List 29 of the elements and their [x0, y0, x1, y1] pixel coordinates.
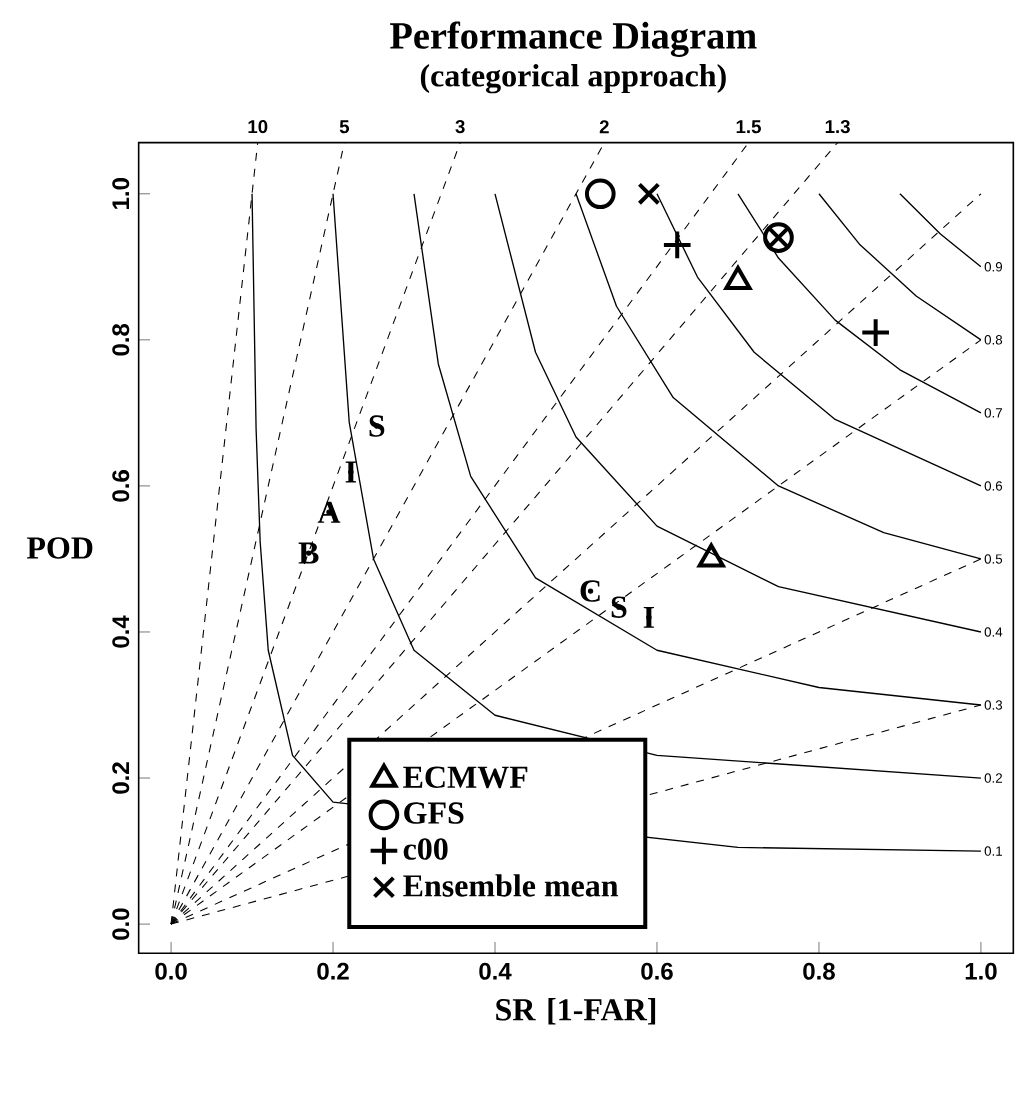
- x-tick-label: 0.8: [803, 962, 835, 980]
- data-label: C: [580, 580, 600, 602]
- chart-title: Performance Diagram: [390, 21, 757, 57]
- x-tick-label: 1.0: [965, 962, 997, 980]
- x-tick-label: 0.4: [479, 962, 512, 980]
- chart-subtitle: (categorical approach): [420, 64, 726, 94]
- legend-label: GFS: [404, 802, 464, 824]
- y-tick-label: 1.0: [112, 178, 130, 209]
- series-label: 10: [248, 120, 268, 134]
- series-label: 3: [455, 120, 465, 134]
- x-tick-label: 0.6: [641, 962, 673, 980]
- x-tick-label: 0.2: [317, 962, 349, 980]
- y-tick-label: 0.8: [112, 323, 130, 356]
- series-label: 1.3: [825, 120, 850, 134]
- legend-label: c00: [403, 838, 448, 860]
- y-tick-label: 0.0: [112, 908, 130, 940]
- series-label: 5: [339, 120, 350, 134]
- data-label: B: [298, 542, 319, 564]
- x-axis-title: SR [1-FAR]: [496, 998, 656, 1025]
- y-tick-label: 0.6: [112, 470, 130, 502]
- series-label: 2: [599, 120, 609, 134]
- legend-label: ECMWF: [403, 766, 528, 789]
- y-tick-label: 0.4: [112, 615, 130, 648]
- legend-label: Ensemble mean: [403, 874, 619, 897]
- y-axis-title: POD: [26, 537, 93, 559]
- data-label: A: [317, 501, 341, 523]
- x-tick-label: 0.0: [155, 962, 187, 980]
- y-tick-label: 0.2: [112, 762, 130, 794]
- series-label: 1.5: [736, 120, 761, 134]
